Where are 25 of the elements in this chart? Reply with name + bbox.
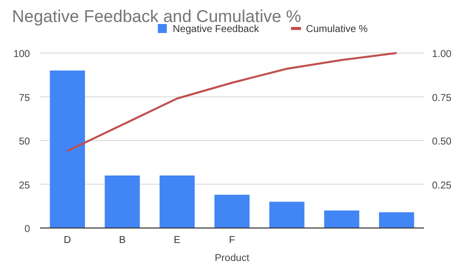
- y-tick-label: 25: [18, 180, 30, 192]
- chart-title: Negative Feedback and Cumulative %: [12, 7, 302, 26]
- x-tick-label: B: [118, 235, 126, 246]
- bar: [379, 212, 414, 228]
- y-tick-label: 50: [18, 136, 30, 148]
- bar: [214, 194, 250, 228]
- bar: [50, 70, 85, 228]
- y2-tick-label: 1.00: [432, 49, 452, 60]
- bar: [160, 176, 195, 228]
- x-tick-label: E: [174, 235, 181, 246]
- y2-tick-label: 0.75: [432, 92, 452, 104]
- line-series: [66, 52, 398, 152]
- y2-tick-label: 0.25: [432, 180, 452, 192]
- legend-label: Cumulative %: [306, 24, 368, 35]
- bar: [269, 202, 304, 228]
- legend-label: Negative Feedback: [172, 24, 260, 35]
- bar: [324, 210, 360, 228]
- y-tick-label: 0: [24, 224, 30, 235]
- x-tick-label: F: [228, 235, 236, 246]
- bar: [104, 176, 140, 228]
- y2-tick-label: 0.50: [432, 136, 452, 148]
- x-tick-label: D: [64, 235, 72, 246]
- y-tick-label: 75: [18, 92, 30, 104]
- x-axis-title: Product: [214, 253, 250, 264]
- y-tick-label: 100: [13, 49, 30, 60]
